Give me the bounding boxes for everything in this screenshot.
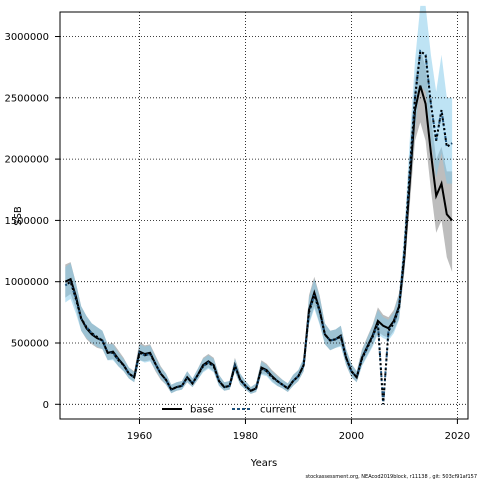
footnote: stockassessment.org, NEAcod2019block, r1…: [306, 474, 477, 480]
series-lines: [64, 49, 453, 405]
grid-lines: [60, 12, 468, 419]
y-tick-label-2500000: 2500000: [4, 93, 49, 104]
y-tick-label-3000000: 3000000: [4, 32, 49, 43]
y-tick-label-500000: 500000: [11, 338, 49, 349]
y-tick-label-1500000: 1500000: [4, 216, 49, 227]
x-tick-label-2020: 2020: [445, 431, 470, 442]
legend: base current: [162, 405, 296, 416]
y-tick-label-1000000: 1000000: [4, 277, 49, 288]
x-axis-title: Years: [250, 458, 277, 469]
legend-label-current: current: [260, 405, 296, 416]
confidence-band-base: [65, 48, 453, 394]
confidence-bands: [65, 5, 453, 394]
confidence-band-current: [65, 5, 453, 394]
axes: 1960 1980 2000 2020 0 500000 1000000 1500000 200…: [4, 32, 470, 442]
legend-label-base: base: [190, 405, 214, 416]
x-tick-label-1980: 1980: [233, 431, 258, 442]
series-line-current: [64, 49, 453, 405]
series-line-current-dots: [64, 49, 453, 405]
x-tick-label-2000: 2000: [339, 431, 364, 442]
y-tick-label-2000000: 2000000: [4, 155, 49, 166]
plot-border: [59, 11, 469, 420]
y-tick-label-0: 0: [43, 400, 49, 411]
series-line-base: [64, 85, 453, 392]
x-tick-label-1960: 1960: [127, 431, 152, 442]
y-axis-title: SSB: [13, 206, 24, 226]
